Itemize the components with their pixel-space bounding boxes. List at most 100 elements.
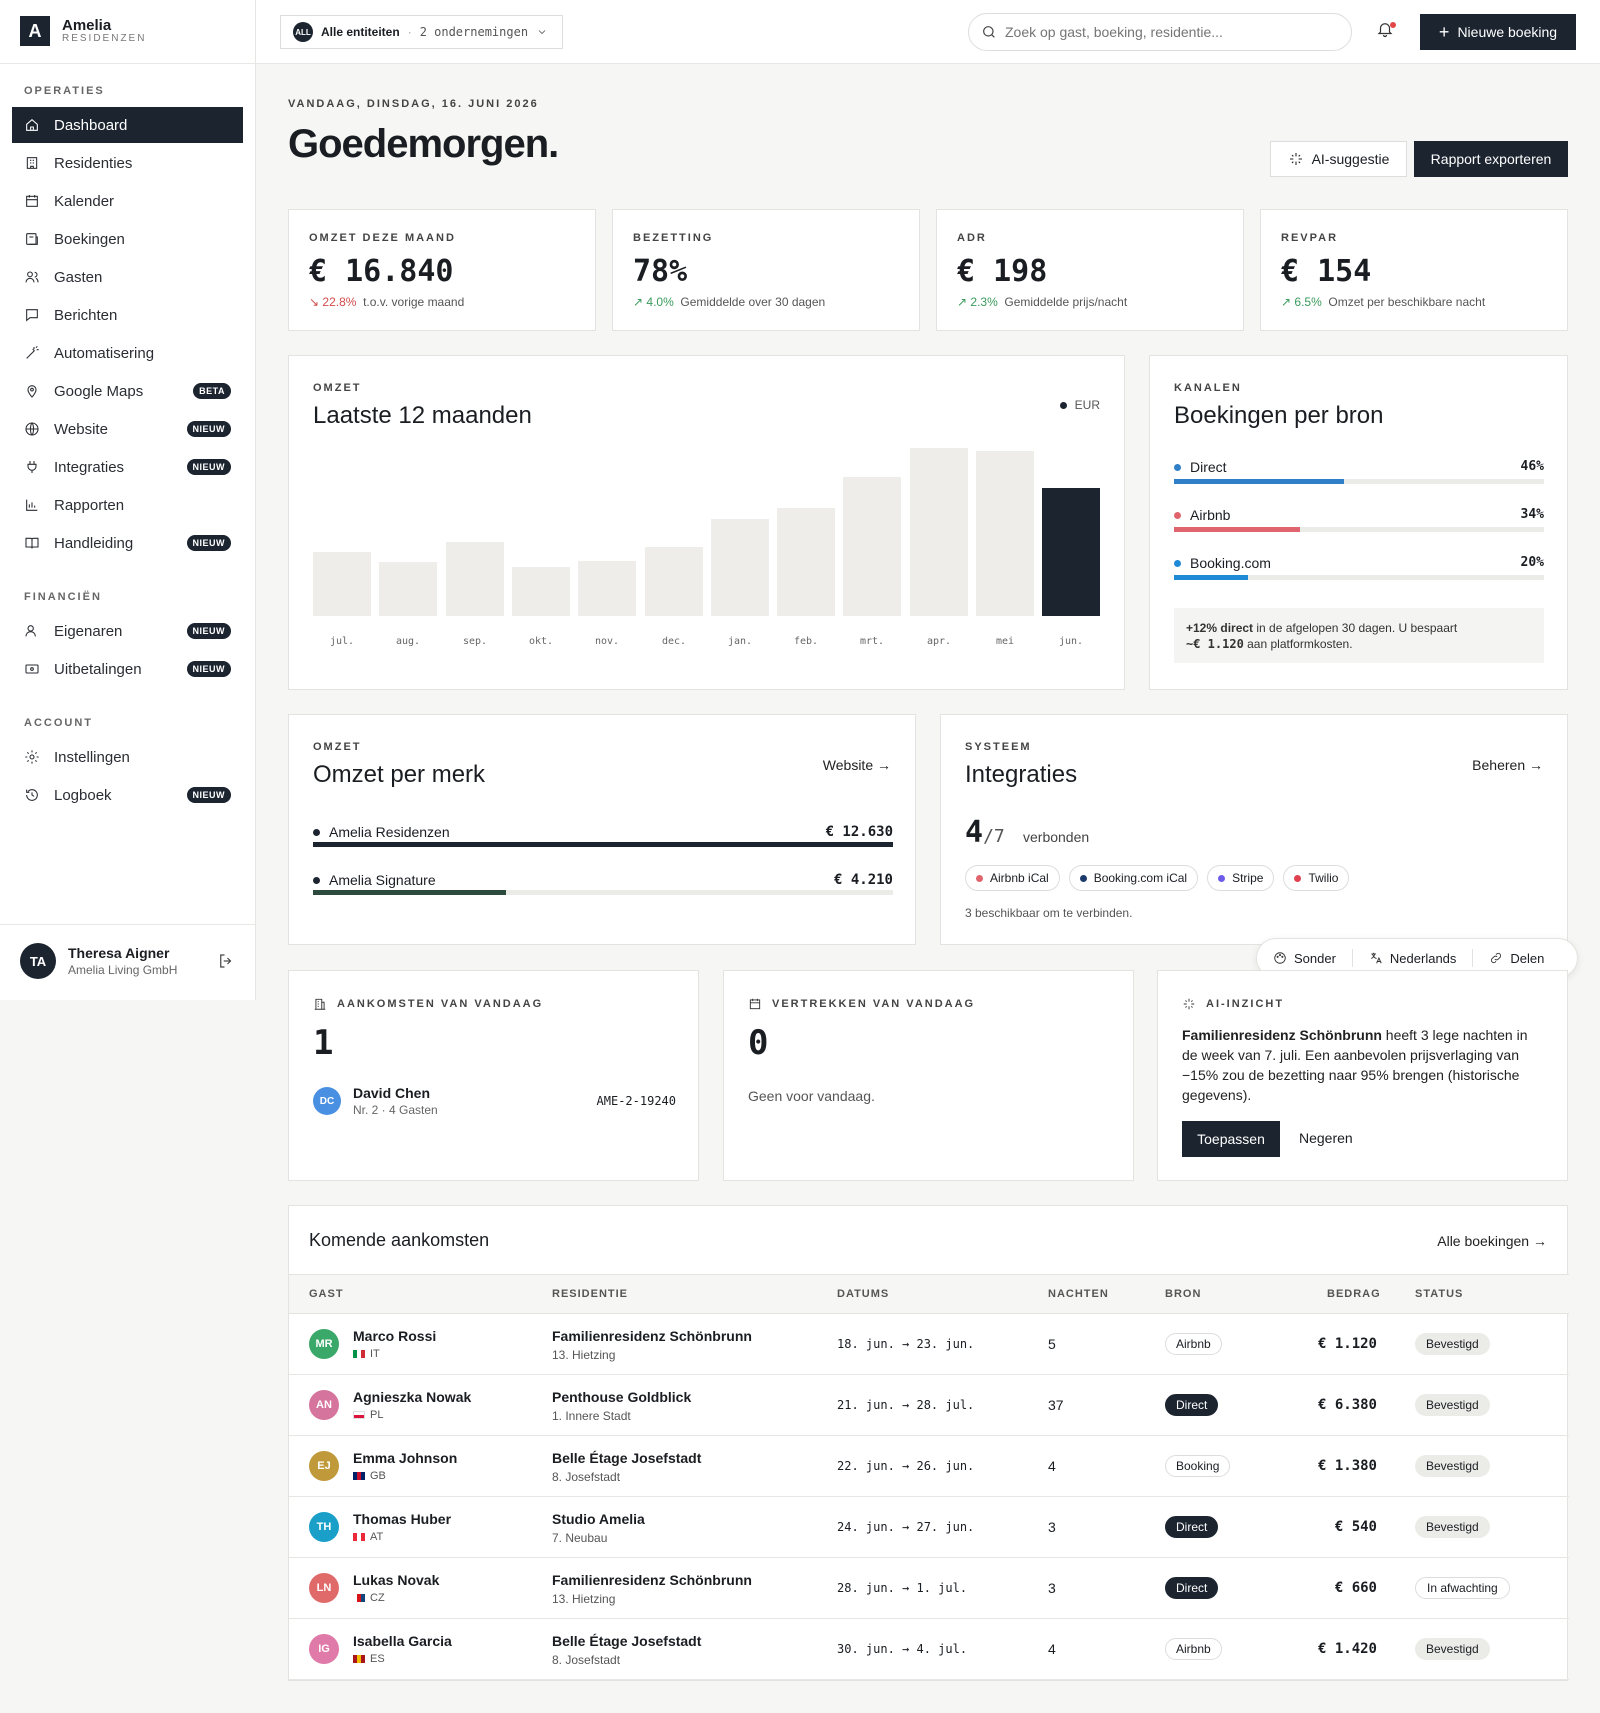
source-badge: Direct [1165,1577,1219,1599]
source-badge: Airbnb [1165,1333,1222,1355]
manage-link[interactable]: Beheren → [1472,757,1543,773]
sidebar-item-gasten[interactable]: Gasten [12,259,243,295]
bar-jan[interactable] [711,519,769,616]
country-code: PL [370,1409,384,1421]
status-badge: Bevestigd [1415,1638,1490,1660]
search-input[interactable] [1005,24,1325,40]
logout-icon[interactable] [217,952,235,970]
col-dates[interactable]: DATUMS [837,1288,890,1300]
share-button[interactable]: Delen [1473,948,1560,968]
sidebar-item-website[interactable]: Website NIEUW [12,411,243,447]
website-link[interactable]: Website → [822,757,891,773]
theme-button[interactable]: Sonder [1257,948,1352,968]
sidebar-item-rapporten[interactable]: Rapporten [12,487,243,523]
chevron-down-icon [538,30,546,35]
col-source[interactable]: BRON [1165,1288,1202,1300]
sidebar-item-label: Integraties [54,458,125,476]
sidebar: A Amelia RESIDENZEN OPERATIES Dashboard Re… [0,0,256,1000]
notifications-button[interactable] [1376,20,1400,44]
language-button[interactable]: Nederlands [1353,948,1473,968]
kpi-delta-row: ↗ 4.0% Gemiddelde over 30 dagen [633,295,825,309]
sidebar-item-instellingen[interactable]: Instellingen [12,739,243,775]
search-icon [983,26,995,38]
integration-chip[interactable]: Booking.com iCal [1068,865,1199,891]
residence-name: Familienresidenz Schönbrunn [552,1328,752,1344]
sidebar-item-dashboard[interactable]: Dashboard [12,107,243,143]
integration-chip[interactable]: Twilio [1283,865,1350,891]
col-amount[interactable]: BEDRAG [1327,1288,1381,1300]
app-logo[interactable]: A Amelia RESIDENZEN [20,16,146,46]
sidebar-item-label: Rapporten [54,496,125,514]
sidebar-item-handleiding[interactable]: Handleiding NIEUW [12,525,243,561]
status-badge: Bevestigd [1415,1394,1490,1416]
bar-mei[interactable] [976,451,1034,616]
ai-suggestion-button[interactable]: AI-suggestie [1270,141,1407,177]
channels-card: KANALEN Boekingen per bron Direct 46% Ai… [1149,355,1568,690]
sidebar-item-logboek[interactable]: Logboek NIEUW [12,777,243,813]
sidebar-item-boekingen[interactable]: Boekingen [12,221,243,257]
table-row[interactable]: LN Lukas Novak CZ Familienresidenz Schön… [289,1558,1569,1619]
bar-jul[interactable] [313,552,371,616]
integration-chips: Airbnb iCal Booking.com iCal Stripe Twilio [965,865,1358,891]
col-guest[interactable]: GAST [309,1288,344,1300]
col-residence[interactable]: RESIDENTIE [552,1288,629,1300]
total-count: /7 [983,826,1005,847]
ignore-button[interactable]: Negeren [1299,1130,1353,1146]
kpi-card: BEZETTING 78% ↗ 4.0% Gemiddelde over 30 … [612,209,920,331]
bar-nov[interactable] [578,561,636,616]
table-row[interactable]: MR Marco Rossi IT Familienresidenz Schön… [289,1314,1569,1375]
table-row[interactable]: AN Agnieszka Nowak PL Penthouse Goldblic… [289,1375,1569,1436]
sidebar-item-berichten[interactable]: Berichten [12,297,243,333]
export-report-button[interactable]: Rapport exporteren [1414,141,1568,177]
bar-mrt[interactable] [843,477,901,616]
bar-feb[interactable] [777,508,835,616]
sidebar-item-google-maps[interactable]: Google Maps BETA [12,373,243,409]
brand-fill [313,842,893,847]
table-row[interactable]: EJ Emma Johnson GB Belle Étage Josefstad… [289,1436,1569,1497]
all-bookings-link[interactable]: Alle boekingen → [1437,1233,1547,1249]
legend-label: EUR [1074,398,1100,412]
guest-name: Agnieszka Nowak [353,1389,472,1405]
sidebar-badge: NIEUW [186,535,231,551]
new-booking-button[interactable]: + Nieuwe boeking [1420,14,1576,50]
col-status[interactable]: STATUS [1415,1288,1464,1300]
bar-okt[interactable] [512,567,570,616]
bar-dec[interactable] [645,547,703,616]
entity-separator: · [407,25,412,39]
channel-name-row: Airbnb [1174,507,1544,523]
nights: 3 [1048,1519,1056,1535]
table-row[interactable]: TH Thomas Huber AT Studio Amelia 7. Neub… [289,1497,1569,1558]
chip-dot [976,874,983,882]
guest-avatar: AN [309,1390,339,1420]
sidebar-item-label: Logboek [54,786,112,804]
country-code: GB [370,1470,386,1482]
entity-selector[interactable]: ALL Alle entiteiten · 2 ondernemingen [280,15,563,49]
sidebar-item-residenties[interactable]: Residenties [12,145,243,181]
bar-aug[interactable] [379,562,437,616]
bar-apr[interactable] [910,448,968,616]
table-row[interactable]: IG Isabella Garcia ES Belle Étage Josefs… [289,1619,1569,1680]
guest-avatar: LN [309,1573,339,1603]
integrations-label: SYSTEEM [965,741,1032,753]
bar-sep[interactable] [446,542,504,616]
sidebar-item-kalender[interactable]: Kalender [12,183,243,219]
sidebar-item-eigenaren[interactable]: Eigenaren NIEUW [12,613,243,649]
brand-name: Amelia Residenzen [329,824,450,840]
apply-button[interactable]: Toepassen [1182,1121,1280,1157]
channels-title: Boekingen per bron [1174,402,1384,429]
sidebar-item-integraties[interactable]: Integraties NIEUW [12,449,243,485]
sidebar-item-uitbetalingen[interactable]: Uitbetalingen NIEUW [12,651,243,687]
booking-code: AME-2-19240 [596,1094,676,1108]
integration-chip[interactable]: Airbnb iCal [965,865,1060,891]
kpi-label: BEZETTING [633,232,714,244]
status-badge: Bevestigd [1415,1455,1490,1477]
amount: € 1.420 [1317,1641,1377,1657]
user-profile[interactable]: TA Theresa Aigner Amelia Living GmbH [20,943,235,979]
integration-chip[interactable]: Stripe [1207,865,1275,891]
bar-jun[interactable] [1042,488,1100,616]
sparkle-icon [1289,153,1302,165]
sidebar-item-automatisering[interactable]: Automatisering [12,335,243,371]
arrivals-today-card: AANKOMSTEN VAN VANDAAG 1 DC David Chen N… [288,970,699,1181]
arrival-guest[interactable]: DC David Chen Nr. 2 · 4 Gasten AME-2-192… [313,1085,676,1117]
col-nights[interactable]: NACHTEN [1048,1288,1109,1300]
